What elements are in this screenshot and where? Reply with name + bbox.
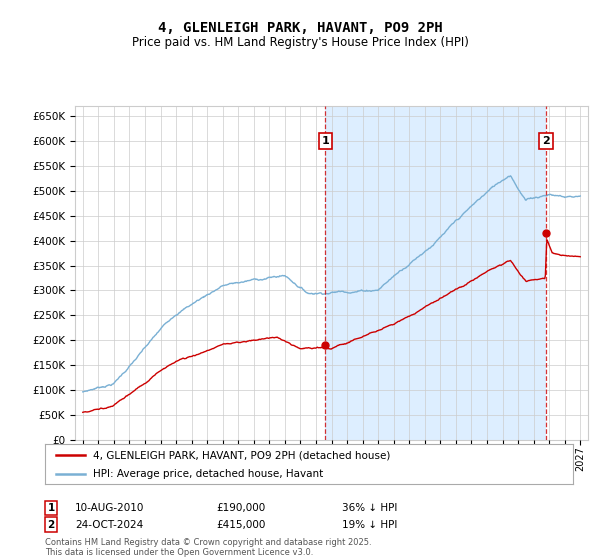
Text: £190,000: £190,000	[216, 503, 265, 513]
Text: Contains HM Land Registry data © Crown copyright and database right 2025.
This d: Contains HM Land Registry data © Crown c…	[45, 538, 371, 557]
Text: Price paid vs. HM Land Registry's House Price Index (HPI): Price paid vs. HM Land Registry's House …	[131, 36, 469, 49]
Bar	[325, 106, 546, 440]
Text: 4, GLENLEIGH PARK, HAVANT, PO9 2PH: 4, GLENLEIGH PARK, HAVANT, PO9 2PH	[158, 21, 442, 35]
Text: 2: 2	[542, 136, 550, 146]
Text: 4, GLENLEIGH PARK, HAVANT, PO9 2PH (detached house): 4, GLENLEIGH PARK, HAVANT, PO9 2PH (deta…	[92, 450, 390, 460]
Text: 2: 2	[47, 520, 55, 530]
Text: 19% ↓ HPI: 19% ↓ HPI	[342, 520, 397, 530]
Text: 24-OCT-2024: 24-OCT-2024	[75, 520, 143, 530]
Text: 1: 1	[322, 136, 329, 146]
Text: 1: 1	[47, 503, 55, 513]
Text: 10-AUG-2010: 10-AUG-2010	[75, 503, 145, 513]
Text: 36% ↓ HPI: 36% ↓ HPI	[342, 503, 397, 513]
Text: HPI: Average price, detached house, Havant: HPI: Average price, detached house, Hava…	[92, 469, 323, 479]
Text: £415,000: £415,000	[216, 520, 265, 530]
